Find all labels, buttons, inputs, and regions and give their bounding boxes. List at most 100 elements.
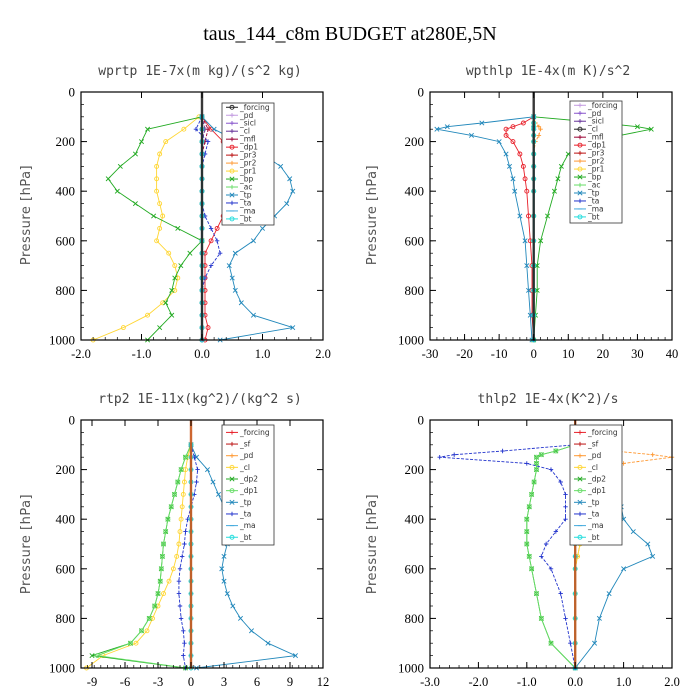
legend-label: _ta (587, 509, 599, 518)
data-point (150, 615, 155, 621)
data-point (155, 591, 161, 597)
chart-panel-4: thlp2 1E-4x(K^2)/s Pressure [hPa] -3.0 -2.0… (365, 392, 680, 689)
y-tick-label: 600 (56, 233, 76, 248)
data-point (563, 616, 568, 621)
data-point (194, 479, 199, 485)
data-point (278, 163, 284, 169)
data-point (157, 225, 163, 231)
series-line (436, 116, 534, 341)
figure-title: taus_144_c8m BUDGET at280E,5N (203, 23, 497, 45)
legend-label: _mfl (239, 135, 256, 144)
legend-marker (577, 182, 583, 188)
data-point (158, 566, 164, 572)
y-axis-label: Pressure [hPa] (19, 165, 34, 265)
data-point (265, 640, 271, 646)
data-point (128, 640, 133, 646)
series-ta (193, 114, 223, 343)
data-point (132, 151, 138, 157)
data-point (168, 504, 174, 510)
legend-marker (577, 103, 583, 108)
x-tick-label: 12 (317, 675, 330, 689)
data-point (181, 653, 186, 658)
x-tick-label: 3 (221, 675, 227, 689)
x-tick-label: 2.0 (664, 675, 680, 689)
data-point (175, 275, 181, 281)
data-point (452, 452, 457, 457)
data-point (538, 127, 543, 132)
legend: _forcing _sf _pd _cl _dp2 _dp1 _tp _ta _ma _bt (569, 424, 623, 546)
data-point (208, 226, 214, 231)
data-point (503, 151, 509, 157)
panel-title: thlp2 1E-4x(K^2)/s (478, 392, 619, 407)
data-point (650, 452, 655, 457)
data-point (169, 312, 175, 318)
data-point (568, 641, 573, 646)
legend-marker (577, 430, 583, 435)
series-line (526, 444, 576, 669)
data-point (159, 553, 165, 559)
legend-label: _tp (587, 498, 600, 507)
data-point (539, 554, 544, 559)
chart-panel-1: wprtp 1E-7x(m kg)/(s^2 kg) Pressure [hPa]… (19, 64, 331, 361)
y-tick-label: 0 (418, 413, 425, 428)
legend-marker (229, 216, 235, 222)
x-tick-label: -10 (491, 347, 508, 361)
data-point (630, 529, 636, 535)
data-point (621, 566, 627, 572)
y-axis-label: Pressure [hPa] (365, 165, 380, 265)
data-point (510, 139, 516, 145)
plot-frame (429, 419, 673, 669)
series-line (533, 116, 652, 341)
data-point (182, 541, 187, 547)
data-point (290, 325, 296, 331)
chart-panel-2: wpthlp 1E-4x(m K)/s^2 Pressure [hPa] -30 -2… (365, 64, 678, 361)
data-point (169, 287, 175, 293)
data-point (634, 124, 640, 130)
legend-label: _ta (239, 198, 251, 207)
series-line (91, 444, 192, 669)
legend-label: _tp (239, 190, 252, 199)
data-point (284, 201, 290, 207)
series-tp (434, 114, 537, 343)
x-tick-label: -1.0 (517, 675, 537, 689)
data-point (175, 479, 181, 485)
legend-marker (229, 488, 235, 494)
data-point (534, 454, 539, 460)
data-point (178, 467, 184, 473)
legend-marker (577, 214, 583, 220)
y-tick-label: 1000 (398, 333, 424, 348)
legend-label: _tp (587, 188, 600, 197)
legend-marker (577, 488, 583, 494)
data-point (157, 201, 163, 207)
legend-marker (229, 168, 235, 174)
data-point (531, 479, 537, 485)
y-tick-label: 200 (56, 462, 76, 477)
x-tick-label: 40 (666, 347, 679, 361)
data-point (230, 603, 236, 609)
data-point (145, 312, 151, 318)
legend-label: _cl (239, 463, 250, 472)
y-tick-label: 600 (405, 561, 425, 576)
data-point (157, 325, 163, 331)
data-point (506, 163, 513, 169)
data-point (596, 615, 602, 621)
series-line (505, 116, 535, 341)
chart-panel-3: rtp2 1E-11x(kg^2)/(kg^2 s) Pressure [hPa]… (19, 392, 329, 689)
legend-label: _pr3 (587, 149, 605, 158)
legend-marker (229, 192, 235, 198)
y-tick-label: 400 (56, 184, 76, 199)
data-point (165, 516, 171, 522)
x-tick-label: 2.0 (315, 347, 331, 361)
data-point (524, 461, 529, 466)
legend-label: _cl (587, 463, 598, 472)
data-point (183, 454, 188, 460)
legend-label: _sf (239, 440, 251, 449)
legend-label: _ma (587, 521, 604, 530)
data-point (132, 201, 138, 207)
data-point (558, 163, 564, 169)
legend-marker (577, 166, 583, 172)
data-point (139, 628, 144, 634)
legend-label: _ac (239, 183, 252, 192)
data-point (606, 591, 612, 597)
legend-marker (577, 190, 583, 196)
